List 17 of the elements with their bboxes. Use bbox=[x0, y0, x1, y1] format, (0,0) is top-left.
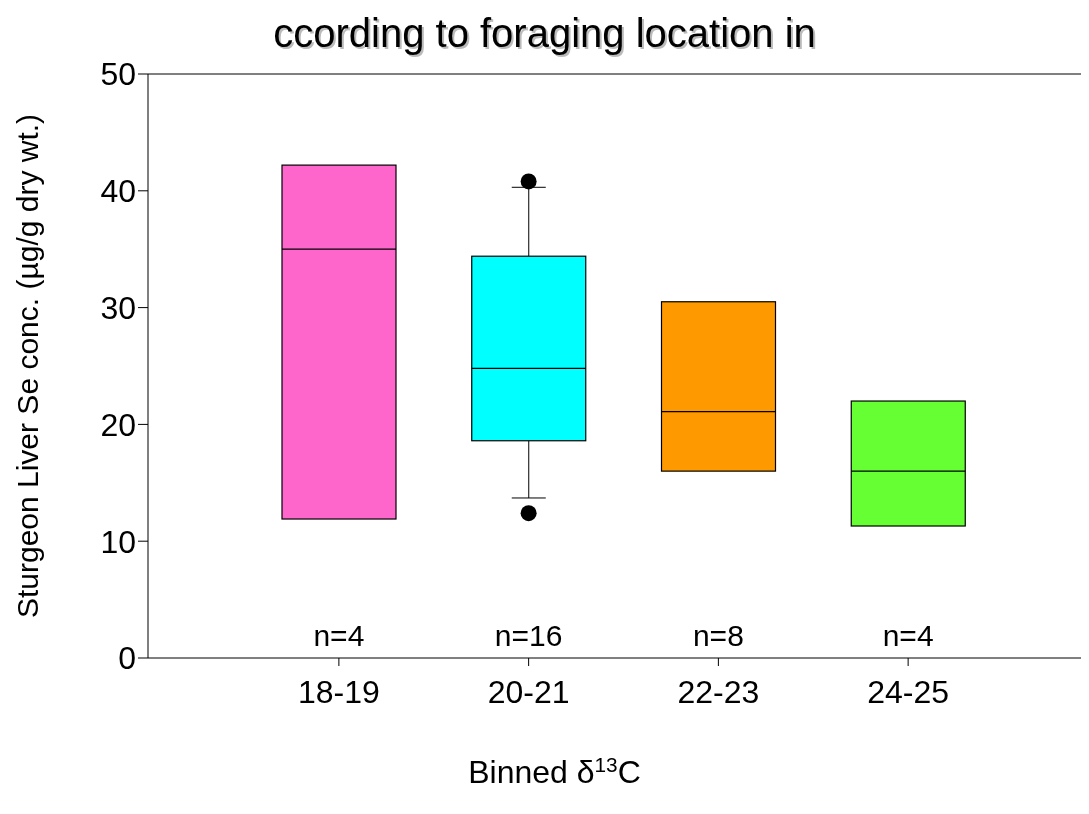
y-tick-label: 0 bbox=[118, 640, 136, 677]
annotation: n=8 bbox=[692, 619, 744, 652]
y-tick-label: 30 bbox=[100, 289, 136, 326]
y-tick-label: 20 bbox=[100, 406, 136, 443]
x-tick-label: 18-19 bbox=[297, 673, 380, 710]
y-tick-label: 10 bbox=[100, 523, 136, 560]
chart-title: ccording to foraging location in bbox=[272, 10, 817, 57]
annotation: n=4 bbox=[313, 619, 365, 652]
y-tick-label: 40 bbox=[100, 173, 136, 210]
annotation: n=16 bbox=[494, 619, 563, 652]
x-tick-label: 22-23 bbox=[677, 673, 760, 710]
x-axis-title: Binned δ$^{13}$C bbox=[468, 752, 641, 790]
annotation: n=4 bbox=[882, 619, 934, 652]
x-tick-label: 24-25 bbox=[867, 673, 950, 710]
y-tick-label: 50 bbox=[100, 56, 136, 93]
x-tick-label: 20-21 bbox=[487, 673, 570, 710]
y-axis-title: Sturgeon Liver Se conc. (µg/g dry wt.) bbox=[10, 113, 44, 619]
